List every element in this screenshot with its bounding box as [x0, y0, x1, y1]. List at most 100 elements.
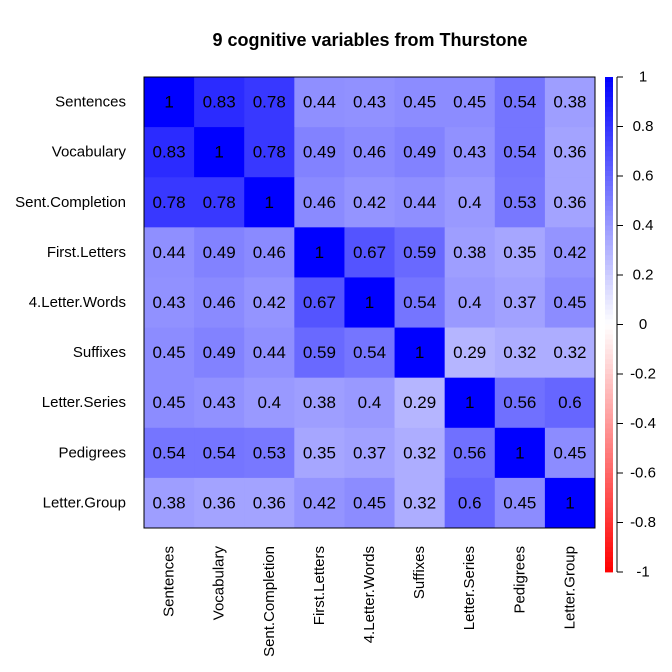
cell-value-label: 0.45 — [153, 393, 186, 412]
row-label: Sent.Completion — [15, 194, 126, 211]
colorbar-segment — [605, 151, 613, 157]
colorbar-segment — [605, 388, 613, 395]
heatmap-cell — [144, 377, 195, 429]
heatmap-cell — [294, 177, 345, 228]
heatmap-cell — [144, 227, 195, 278]
cell-value-label: 0.35 — [303, 443, 336, 462]
colorbar-segment — [605, 547, 613, 553]
cell-value-label: 0.49 — [403, 143, 436, 162]
colorbar-segment — [605, 284, 613, 291]
colorbar-tick-label: -0.2 — [630, 366, 656, 383]
cell-value-label: 1 — [164, 93, 173, 112]
colorbar-segment — [605, 156, 613, 162]
colorbar-segment — [605, 245, 613, 251]
heatmap-cell — [444, 427, 496, 479]
cell-value-label: 0.78 — [153, 193, 186, 212]
heatmap-cell — [544, 427, 596, 479]
colorbar-segment — [605, 230, 613, 236]
heatmap-cell — [294, 277, 345, 328]
column-label: Suffixes — [411, 546, 428, 599]
cell-value-label: 0.46 — [303, 193, 336, 212]
colorbar-segment — [605, 309, 613, 315]
cell-value-label: 0.54 — [503, 93, 536, 112]
row-label: Pedigrees — [58, 444, 126, 461]
heatmap-cell — [344, 177, 395, 228]
cell-value-label: 0.45 — [403, 93, 436, 112]
heatmap-cell — [194, 477, 245, 529]
cell-value-label: 0.59 — [303, 343, 336, 362]
colorbar-segment — [605, 77, 613, 83]
heatmap-cell — [144, 477, 195, 529]
cell-value-label: 0.83 — [153, 143, 186, 162]
heatmap-cell — [144, 327, 195, 379]
row-label: 4.Letter.Words — [29, 294, 126, 311]
colorbar-segment — [605, 176, 613, 182]
colorbar-segment — [605, 522, 613, 528]
heatmap-cell — [294, 327, 345, 379]
colorbar-segment — [605, 374, 613, 380]
heatmap-cell — [394, 177, 446, 228]
colorbar-segment — [605, 453, 613, 459]
cell-value-label: 0.56 — [453, 443, 486, 462]
heatmap-cell — [144, 427, 195, 479]
colorbar-segment — [605, 502, 613, 509]
colorbar-segment — [605, 131, 613, 137]
colorbar-segment — [605, 468, 613, 474]
colorbar-segment — [605, 349, 613, 355]
colorbar-segment — [605, 180, 613, 187]
colorbar-segment — [605, 557, 613, 563]
heatmap-cell — [494, 277, 546, 328]
cell-value-label: 0.45 — [553, 443, 586, 462]
colorbar-segment — [605, 116, 613, 122]
cell-value-label: 0.36 — [553, 143, 586, 162]
colorbar-segment — [605, 369, 613, 375]
row-labels: Sentences Vocabulary Sent.Completion First.… — [15, 94, 126, 512]
row-label: First.Letters — [47, 244, 126, 261]
heatmap-cell — [394, 477, 446, 529]
colorbar-segment — [605, 304, 613, 311]
cell-value-label: 0.42 — [303, 493, 336, 512]
heatmap-cell — [294, 477, 345, 529]
colorbar-segment — [605, 354, 613, 360]
cell-value-label: 0.45 — [503, 493, 536, 512]
heatmap-cell — [494, 227, 546, 278]
heatmap-cell — [244, 327, 295, 379]
cell-value-label: 0.53 — [253, 443, 286, 462]
cell-value-label: 1 — [265, 193, 274, 212]
heatmap-cell — [344, 377, 395, 429]
colorbar-segment — [605, 517, 613, 523]
cell-value-label: 0.43 — [453, 143, 486, 162]
heatmap-cell — [544, 127, 596, 178]
cell-value-label: 0.38 — [553, 93, 586, 112]
colorbar-segment — [605, 166, 613, 172]
heatmap-border — [143, 76, 596, 529]
heatmap-cell — [344, 327, 395, 379]
cell-value-label: 0.45 — [453, 93, 486, 112]
heatmap-cell — [444, 77, 496, 128]
colorbar-segment — [605, 141, 613, 147]
colorbar-segment — [605, 334, 613, 340]
colorbar-segment — [605, 275, 613, 281]
heatmap-cell — [244, 127, 295, 178]
heatmap-cell — [494, 177, 546, 228]
colorbar-segment — [605, 250, 613, 256]
colorbar-tick-label: -1 — [636, 564, 649, 581]
heatmap-cell — [344, 127, 395, 178]
cell-value-label: 0.38 — [453, 243, 486, 262]
colorbar-segment — [605, 383, 613, 390]
heatmap-cell — [194, 327, 245, 379]
colorbar-tick-label: -0.4 — [630, 415, 656, 432]
heatmap-cell — [244, 177, 295, 228]
colorbar-segment — [605, 200, 613, 207]
colorbar-segment — [605, 463, 613, 469]
heatmap-cells — [144, 77, 596, 529]
colorbar-legend: 1 0.8 0.6 0.4 0.2 0 -0.2 -0.4 -0.6 -0.8 -1 — [605, 69, 656, 581]
heatmap-cell — [394, 227, 446, 278]
colorbar-segment — [605, 393, 613, 400]
cell-value-label: 0.37 — [503, 293, 536, 312]
cell-value-label: 1 — [465, 393, 474, 412]
column-label: Letter.Group — [561, 546, 578, 629]
colorbar-segment — [605, 433, 613, 439]
chart-title: 9 cognitive variables from Thurstone — [212, 30, 527, 50]
